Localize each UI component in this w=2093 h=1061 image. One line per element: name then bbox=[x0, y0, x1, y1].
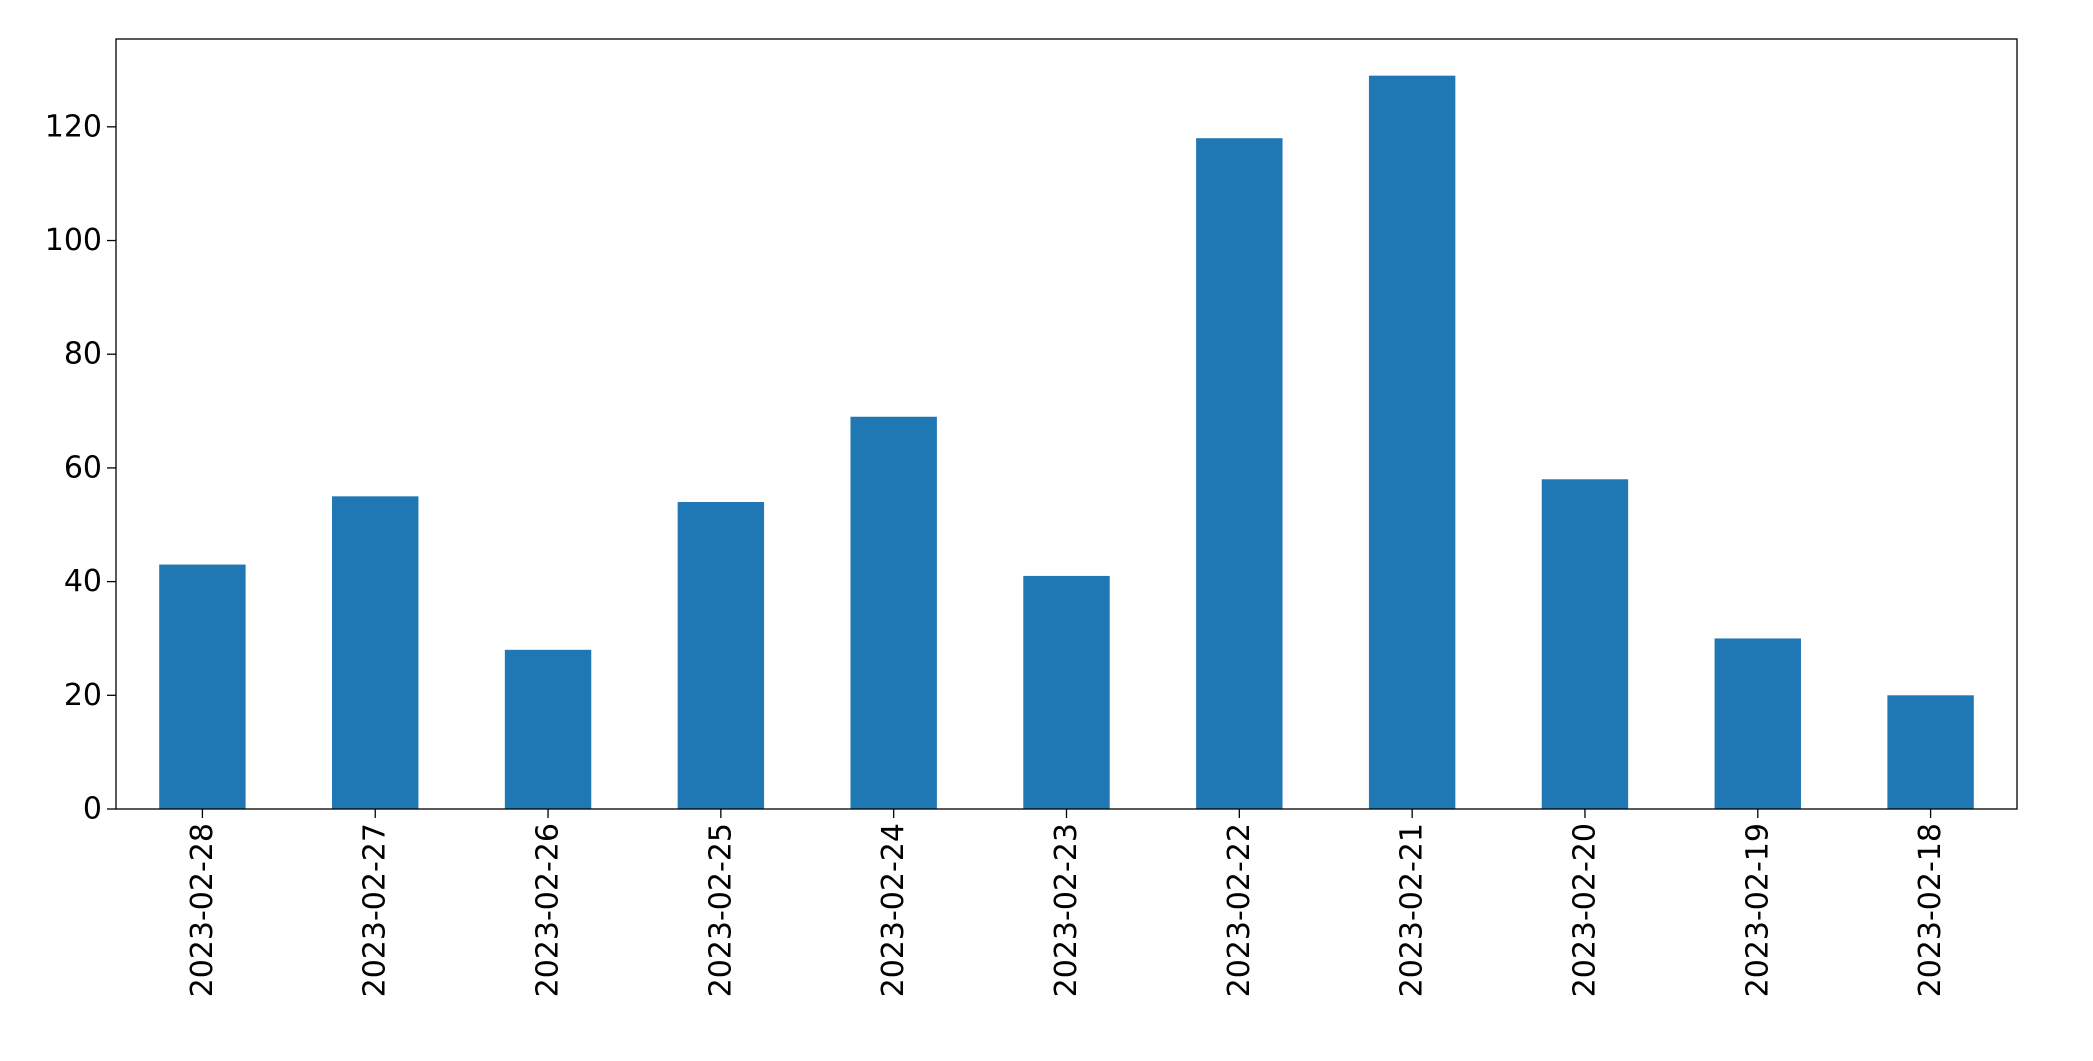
y-tick-label: 80 bbox=[64, 337, 102, 372]
bar bbox=[159, 564, 246, 809]
y-tick-label: 60 bbox=[64, 450, 102, 485]
x-tick-label: 2023-02-22 bbox=[1222, 823, 1257, 997]
bar bbox=[1368, 75, 1456, 809]
x-tick-label: 2023-02-28 bbox=[185, 823, 220, 997]
bar bbox=[1196, 138, 1283, 809]
bar bbox=[850, 416, 937, 809]
bar bbox=[1541, 479, 1629, 809]
bar bbox=[1887, 695, 1974, 809]
x-tick-label: 2023-02-21 bbox=[1395, 823, 1430, 997]
plot-frame bbox=[115, 38, 2018, 810]
bar bbox=[332, 496, 419, 809]
y-tick-label: 120 bbox=[45, 109, 102, 144]
x-tick-label: 2023-02-20 bbox=[1567, 823, 1602, 997]
y-tick-label: 40 bbox=[64, 564, 102, 599]
bar bbox=[677, 502, 765, 809]
x-tick-label: 2023-02-23 bbox=[1049, 823, 1084, 997]
bar bbox=[1714, 638, 1801, 809]
x-tick-label: 2023-02-25 bbox=[703, 823, 738, 997]
y-tick-label: 0 bbox=[83, 792, 102, 827]
y-tick-label: 20 bbox=[64, 678, 102, 713]
x-tick-label: 2023-02-24 bbox=[876, 823, 911, 997]
bar bbox=[504, 649, 592, 809]
bar bbox=[1023, 575, 1110, 809]
x-tick-label: 2023-02-19 bbox=[1740, 823, 1775, 997]
x-tick-label: 2023-02-18 bbox=[1913, 823, 1948, 997]
y-tick-label: 100 bbox=[45, 223, 102, 258]
x-tick-label: 2023-02-26 bbox=[531, 823, 566, 997]
x-tick-label: 2023-02-27 bbox=[358, 823, 393, 997]
